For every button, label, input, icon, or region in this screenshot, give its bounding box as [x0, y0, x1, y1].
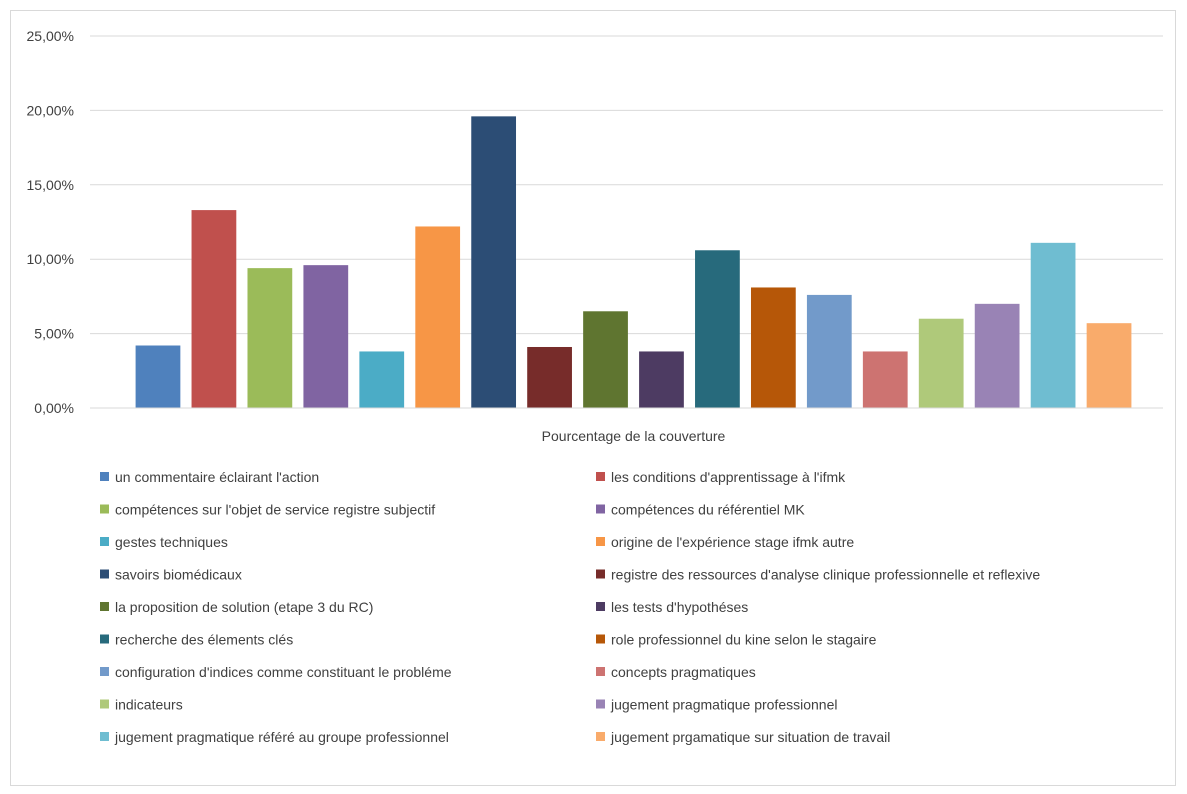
bar [247, 268, 293, 408]
bar [695, 250, 740, 408]
bar [639, 351, 684, 408]
legend-swatch [596, 472, 605, 481]
bar [191, 210, 237, 408]
legend-swatch [100, 569, 109, 579]
legend-swatch [100, 537, 109, 546]
legend-swatch [100, 504, 109, 514]
legend-swatch [596, 699, 605, 709]
legend-label: gestes techniques [115, 534, 228, 550]
legend-swatch [596, 537, 605, 546]
legend-label: indicateurs [115, 697, 183, 713]
legend: un commentaire éclairant l'action les con… [100, 469, 1040, 745]
bars [135, 116, 1132, 409]
legend-swatch [596, 667, 605, 676]
bar [806, 294, 852, 408]
y-tick-label: 25,00% [27, 28, 74, 44]
bar [1030, 242, 1076, 408]
bar [918, 318, 964, 408]
legend-label: origine de l'expérience stage ifmk autre [611, 534, 854, 550]
legend-swatch [596, 602, 605, 611]
legend-label: la proposition de solution (etape 3 du R… [115, 599, 373, 615]
legend-label: jugement pragmatique référé au groupe pr… [114, 729, 449, 745]
legend-swatch [100, 667, 109, 676]
bar [750, 287, 796, 408]
legend-label: registre des ressources d'analyse cliniq… [611, 567, 1040, 583]
legend-swatch [100, 634, 109, 644]
legend-swatch [596, 634, 605, 644]
bar [303, 265, 349, 408]
legend-label: role professionnel du kine selon le stag… [611, 632, 877, 648]
bar [862, 351, 908, 408]
bar [135, 345, 181, 408]
legend-label: compétences du référentiel MK [611, 502, 805, 518]
y-tick-label: 0,00% [34, 400, 74, 416]
legend-label: les conditions d'apprentissage à l'ifmk [611, 469, 846, 485]
legend-label: les tests d'hypothéses [611, 599, 748, 615]
legend-label: compétences sur l'objet de service regis… [115, 502, 435, 518]
legend-label: jugement prgamatique sur situation de tr… [610, 729, 890, 745]
legend-swatch [596, 569, 605, 579]
bar [471, 116, 517, 409]
bar [359, 351, 405, 408]
legend-label: un commentaire éclairant l'action [115, 469, 319, 485]
x-axis-title: Pourcentage de la couverture [542, 428, 726, 444]
bar [1086, 323, 1132, 408]
bar [415, 226, 461, 408]
legend-label: savoirs biomédicaux [115, 567, 242, 583]
legend-swatch [100, 732, 109, 741]
bar [583, 311, 628, 408]
bar [527, 346, 572, 408]
legend-label: jugement pragmatique professionnel [610, 697, 837, 713]
legend-swatch [100, 602, 109, 611]
legend-swatch [100, 472, 109, 481]
legend-label: recherche des élements clés [115, 632, 293, 648]
y-tick-label: 15,00% [27, 177, 74, 193]
y-axis-tick-labels: 0,00% 5,00% 10,00% 15,00% 20,00% 25,00% [27, 28, 74, 416]
legend-swatch [596, 732, 605, 741]
bar [974, 303, 1020, 408]
legend-label: configuration d'indices comme constituan… [115, 664, 452, 680]
legend-label: concepts pragmatiques [611, 664, 756, 680]
legend-swatch [596, 504, 605, 514]
y-tick-label: 20,00% [27, 102, 74, 118]
y-tick-label: 10,00% [27, 251, 74, 267]
legend-swatch [100, 699, 109, 709]
y-tick-label: 5,00% [34, 326, 74, 342]
